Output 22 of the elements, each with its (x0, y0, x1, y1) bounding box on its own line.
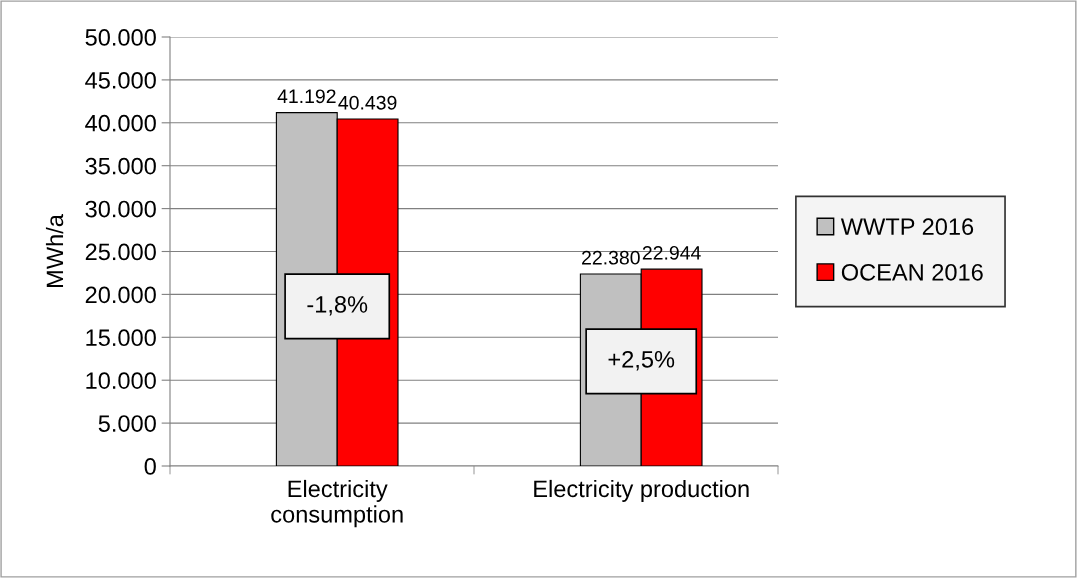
y-tick-label: 40.000 (85, 114, 156, 132)
annotation: -1,8% (307, 296, 368, 316)
y-tick-label: 20.000 (85, 286, 156, 304)
y-tick-label: 35.000 (85, 157, 156, 175)
legend-label: OCEAN 2016 (841, 263, 983, 281)
data-label: 22.380 (582, 250, 640, 265)
y-tick-label: 0 (144, 458, 156, 475)
data-label: 40.439 (338, 95, 397, 110)
data-label: 22.944 (642, 245, 701, 260)
data-label: 41.192 (277, 89, 336, 104)
y-tick-label: 30.000 (85, 200, 156, 218)
y-tick-label: 10.000 (86, 372, 156, 389)
y-tick-label: 15.000 (86, 329, 156, 347)
y-tick-label: 5.000 (98, 415, 156, 432)
y-tick-label: 45.000 (85, 71, 156, 89)
x-tick-label: Electricity consumption (271, 479, 403, 528)
y-axis-title: MWh/a (45, 214, 64, 287)
y-tick-label: 50.000 (85, 29, 156, 46)
annotation: +2,5% (608, 350, 675, 371)
legend-label: WWTP 2016 (840, 218, 974, 236)
y-tick-label: 25.000 (85, 243, 156, 261)
x-tick-label: Electricity production (534, 479, 749, 502)
